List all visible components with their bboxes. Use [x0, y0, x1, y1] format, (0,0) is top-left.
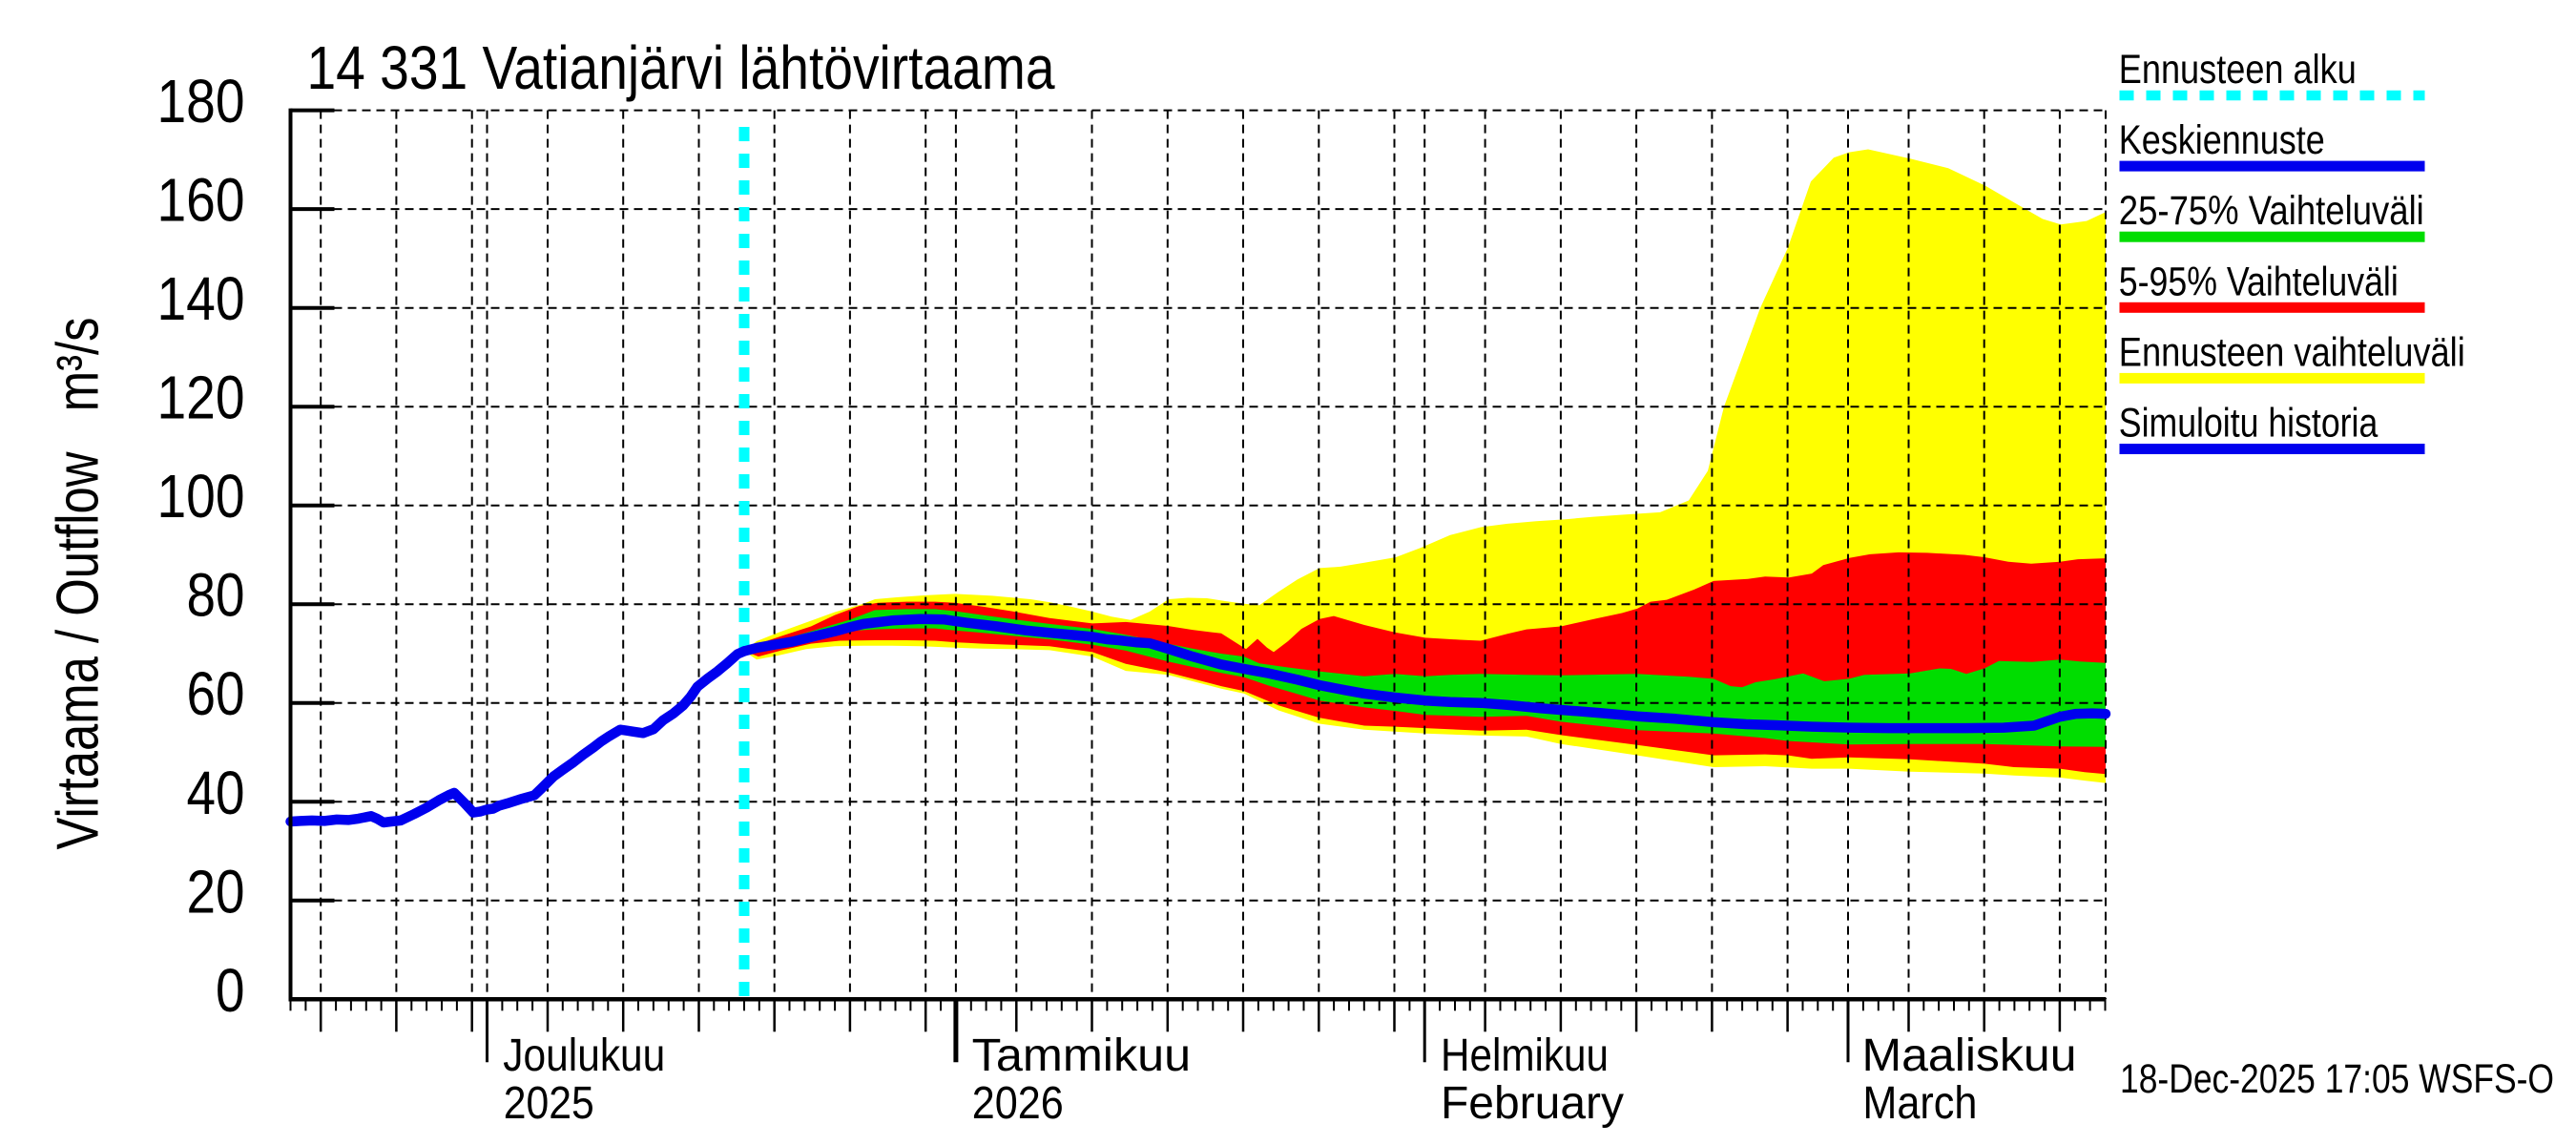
svg-text:100: 100 — [157, 462, 245, 531]
svg-text:160: 160 — [157, 166, 245, 235]
svg-text:2026: 2026 — [972, 1078, 1064, 1129]
svg-text:Joulukuu: Joulukuu — [503, 1030, 665, 1081]
svg-text:Simuloitu historia: Simuloitu historia — [2119, 401, 2379, 447]
svg-text:60: 60 — [187, 659, 245, 728]
svg-text:80: 80 — [187, 561, 245, 630]
svg-text:20: 20 — [187, 857, 245, 926]
svg-text:Maaliskuu: Maaliskuu — [1862, 1030, 2077, 1081]
svg-text:Ennusteen alku: Ennusteen alku — [2119, 47, 2357, 93]
svg-text:25-75% Vaihteluväli: 25-75% Vaihteluväli — [2119, 188, 2424, 234]
svg-text:0: 0 — [216, 956, 245, 1025]
svg-text:5-95% Vaihteluväli: 5-95% Vaihteluväli — [2119, 259, 2399, 304]
svg-text:120: 120 — [157, 364, 245, 432]
svg-text:Virtaama / Outflow m³/s: Virtaama / Outflow m³/s — [46, 318, 112, 850]
svg-text:Keskiennuste: Keskiennuste — [2119, 117, 2325, 163]
svg-text:14 331 Vatianjärvi lähtövirtaa: 14 331 Vatianjärvi lähtövirtaama — [307, 33, 1055, 102]
svg-text:Helmikuu: Helmikuu — [1441, 1030, 1609, 1081]
svg-text:March: March — [1862, 1078, 1977, 1129]
svg-text:Tammikuu: Tammikuu — [972, 1030, 1192, 1081]
svg-text:180: 180 — [157, 67, 245, 135]
svg-text:40: 40 — [187, 759, 245, 827]
svg-text:February: February — [1441, 1078, 1624, 1129]
svg-text:140: 140 — [157, 264, 245, 333]
svg-text:2025: 2025 — [504, 1078, 594, 1129]
svg-text:18-Dec-2025 17:05 WSFS-O: 18-Dec-2025 17:05 WSFS-O — [2120, 1056, 2554, 1102]
svg-text:Ennusteen vaihteluväli: Ennusteen vaihteluväli — [2119, 329, 2465, 375]
